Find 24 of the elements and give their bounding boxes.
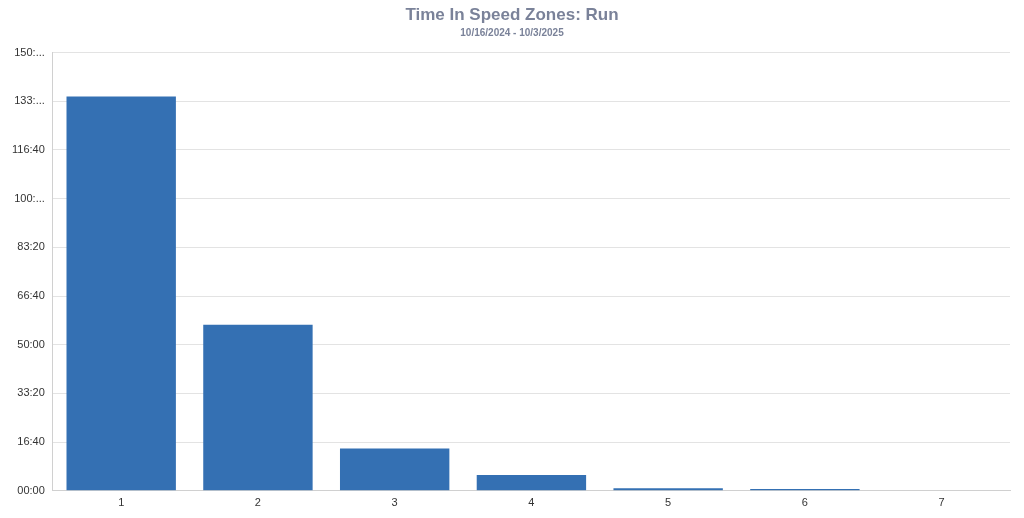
chart-title: Time In Speed Zones: Run <box>404 5 620 25</box>
x-tick-label: 2 <box>254 496 261 509</box>
y-tick-label: 50:00 <box>17 337 45 350</box>
y-tick-label: 33:20 <box>17 386 45 399</box>
bar <box>66 96 176 491</box>
bar <box>339 448 450 491</box>
bar <box>476 475 587 491</box>
y-tick-label: 66:40 <box>17 289 45 302</box>
chart-subtitle: 10/16/2024 - 10/3/2025 <box>459 27 565 38</box>
y-tick-label: 116:40 <box>12 143 45 156</box>
bar <box>613 488 723 491</box>
y-tick-label: 00:00 <box>17 483 45 496</box>
y-tick-label: 83:20 <box>17 240 45 253</box>
y-tick-label: 100:... <box>14 191 45 204</box>
x-tick-label: 4 <box>528 496 535 509</box>
bar <box>203 324 313 491</box>
x-tick-label: 7 <box>938 496 945 509</box>
y-tick-label: 150:... <box>14 45 45 58</box>
x-tick-label: 1 <box>118 496 125 509</box>
x-tick-label: 5 <box>665 496 672 509</box>
y-tick-label: 16:40 <box>17 435 45 448</box>
x-tick-label: 3 <box>391 496 398 509</box>
x-tick-label: 6 <box>801 496 808 509</box>
y-tick-label: 133:... <box>14 94 45 107</box>
